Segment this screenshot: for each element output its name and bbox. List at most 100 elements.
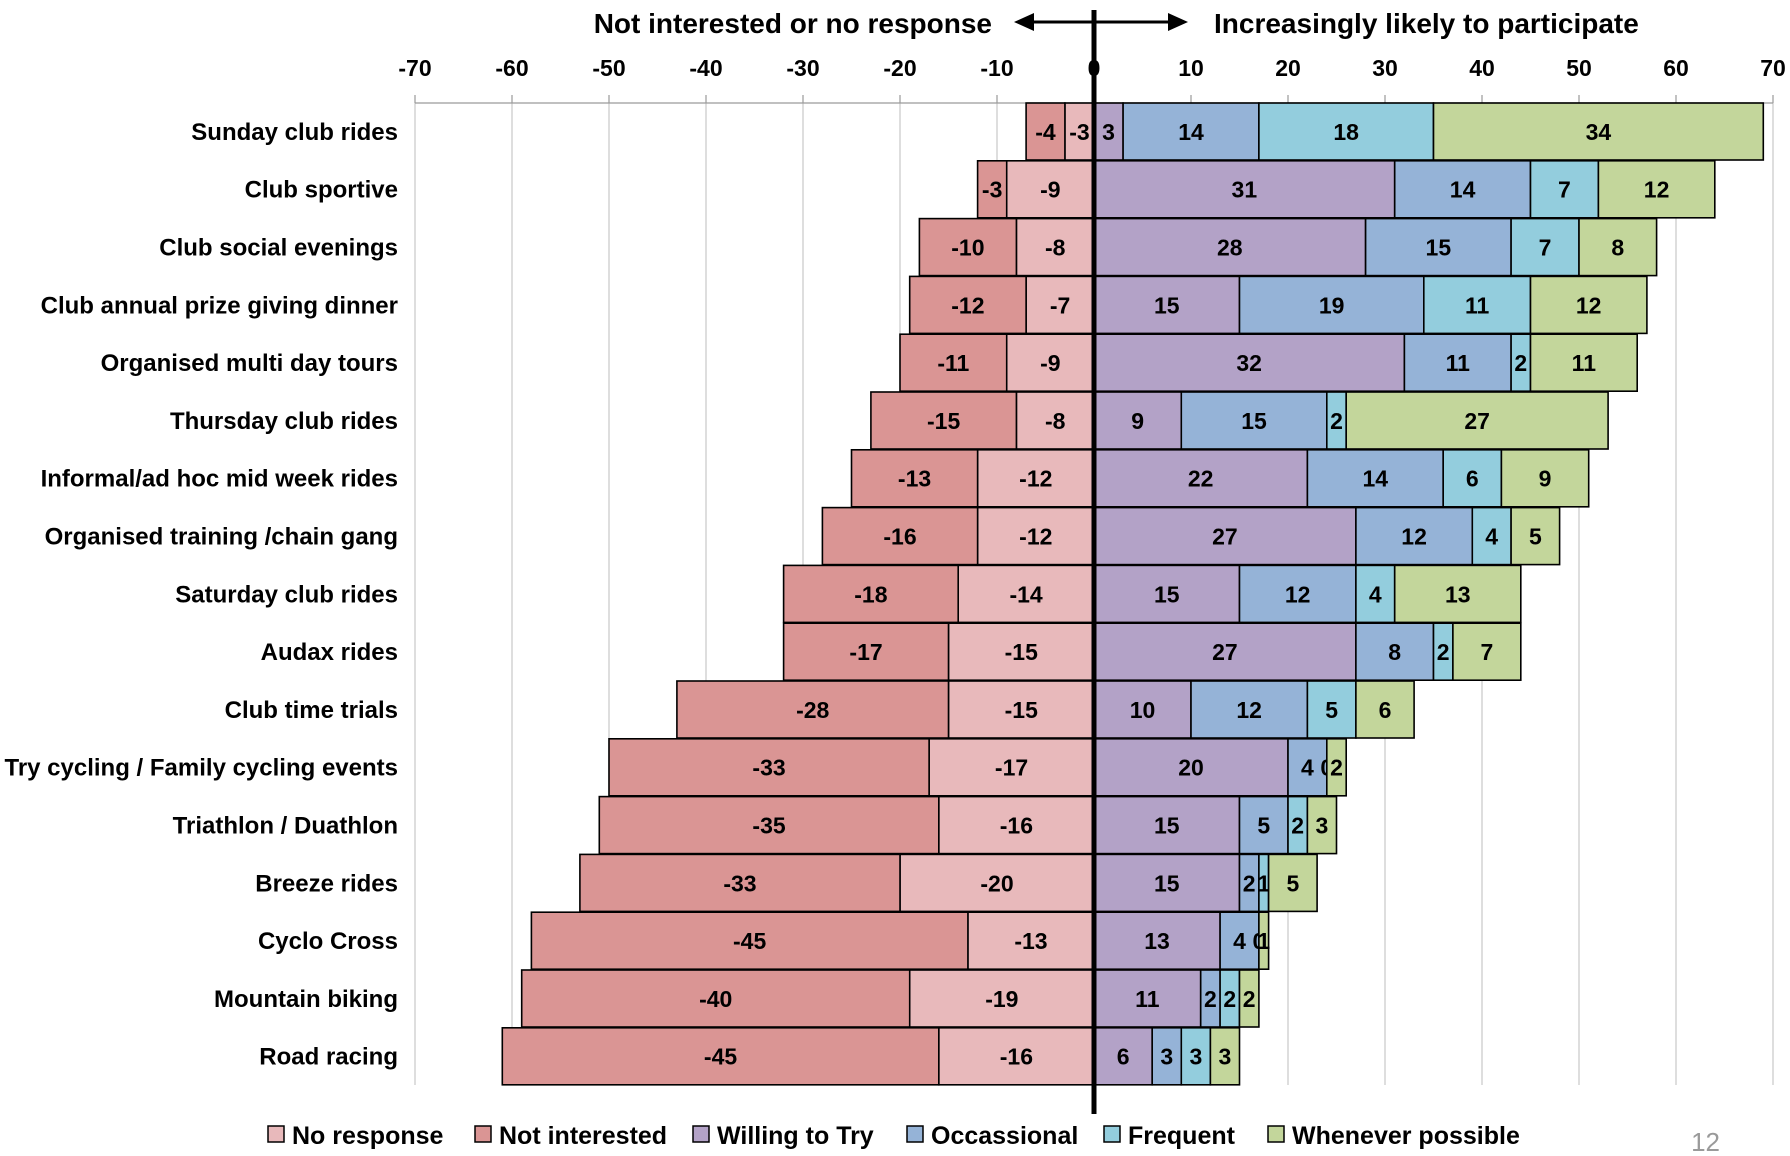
bar-segment [1345,391,1609,450]
bar-segment [1180,1027,1212,1086]
data-label: -7 [1050,292,1070,318]
data-label: 2 [1243,986,1256,1012]
data-label: 12 [1236,697,1262,723]
data-label: 9 [1539,466,1552,492]
bar-segment [1529,160,1600,219]
category-label: Sunday club rides [191,119,398,146]
header-left-label: Not interested or no response [594,8,992,39]
bar-segment [1093,160,1396,219]
x-tick-label: 50 [1566,55,1592,81]
bar-segment [1093,622,1357,682]
data-label: 15 [1241,408,1267,434]
bar-segment [1238,275,1425,335]
bar-segment [928,737,1095,797]
data-label: 4 [1369,581,1382,607]
data-label: 8 [1611,235,1624,261]
arrow-right-head [1168,13,1188,31]
bar-segment [530,911,969,971]
bar-segment [1529,275,1648,335]
data-label: -33 [752,755,785,781]
bar-segment [520,969,911,1028]
data-label: 2 [1437,639,1450,665]
data-label: -14 [1009,581,1042,607]
data-label: 13 [1144,928,1170,954]
data-label: -19 [985,986,1018,1012]
data-label: 1 [1257,928,1270,954]
data-label: -17 [849,639,882,665]
category-label: Club social evenings [159,235,398,262]
data-label: 15 [1154,292,1180,318]
data-label: -16 [883,524,916,550]
data-label: 20 [1178,755,1204,781]
bar-segment [1364,217,1512,277]
bar-segment [1238,564,1357,624]
data-label: 4 [1485,524,1498,550]
category-label: Mountain biking [214,986,398,1013]
data-label: -3 [982,177,1002,203]
data-label: -16 [1000,1044,1033,1070]
data-label: -15 [1005,639,1038,665]
legend-label: Not interested [499,1122,667,1150]
bar-segment [1093,911,1221,971]
data-label: -9 [1040,177,1060,203]
category-label: Club time trials [225,697,398,724]
x-tick-label: -40 [689,55,722,81]
x-tick-label: 60 [1663,55,1689,81]
category-label: Club annual prize giving dinner [41,292,398,319]
x-tick-label: 70 [1760,55,1786,81]
category-label: Cyclo Cross [258,928,398,955]
data-label: 9 [1131,408,1144,434]
bar-segment [1597,160,1716,219]
data-label: 11 [1446,350,1471,376]
bar-segment [1510,506,1561,566]
bar-segment [1025,275,1095,335]
legend-swatch [692,1125,710,1143]
bar-segment [870,391,1018,450]
data-label: -16 [1000,813,1033,839]
data-label: -12 [1019,524,1052,550]
category-label: Organised training /chain gang [45,524,398,551]
header-right-label: Increasingly likely to participate [1214,8,1639,39]
x-tick-label: 30 [1372,55,1398,81]
data-label: -8 [1045,235,1066,261]
data-label: 6 [1379,697,1392,723]
bar-segment [821,506,979,566]
bar-segment [782,564,959,624]
legend-swatch [1267,1125,1285,1143]
data-label: 5 [1529,524,1542,550]
data-label: 2 [1330,755,1343,781]
legend-label: Whenever possible [1292,1122,1520,1150]
data-label: -11 [937,350,969,376]
data-label: -28 [796,697,829,723]
x-tick-label: -10 [980,55,1013,81]
data-label: 2 [1243,870,1256,896]
bar-segment [1093,391,1183,450]
data-label: -18 [854,581,887,607]
bar-segment [1355,680,1415,739]
data-label: 12 [1644,177,1670,203]
bar-segment [976,448,1095,508]
data-label: 14 [1363,466,1389,492]
category-label: Try cycling / Family cycling events [4,755,398,782]
bar-segment [1238,795,1289,855]
x-tick-label: -70 [398,55,431,81]
bar-segment [782,622,950,682]
data-label: -40 [699,986,732,1012]
legend-label: Occassional [931,1122,1078,1150]
data-label: 34 [1586,119,1612,145]
bar-segment [1258,911,1270,971]
bar-segment [1306,795,1338,855]
bar-segment [1005,160,1095,219]
bar-segment [579,853,901,913]
data-label: 7 [1539,235,1552,261]
data-label: -3 [1069,119,1089,145]
bar-segment [1093,1027,1154,1086]
data-label: 11 [1465,292,1490,318]
bar-segment [1355,622,1435,682]
data-label: 2 [1223,986,1236,1012]
legend-swatch [906,1125,924,1143]
data-label: 11 [1135,986,1160,1012]
legend-swatch [267,1125,285,1143]
data-label: 10 [1130,697,1156,723]
